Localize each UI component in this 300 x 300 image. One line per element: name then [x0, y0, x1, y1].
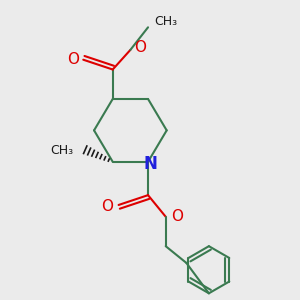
Text: CH₃: CH₃: [154, 15, 177, 28]
Text: O: O: [68, 52, 80, 67]
Text: O: O: [134, 40, 146, 56]
Text: O: O: [101, 200, 113, 214]
Text: O: O: [172, 209, 184, 224]
Text: N: N: [143, 155, 157, 173]
Text: CH₃: CH₃: [50, 143, 74, 157]
